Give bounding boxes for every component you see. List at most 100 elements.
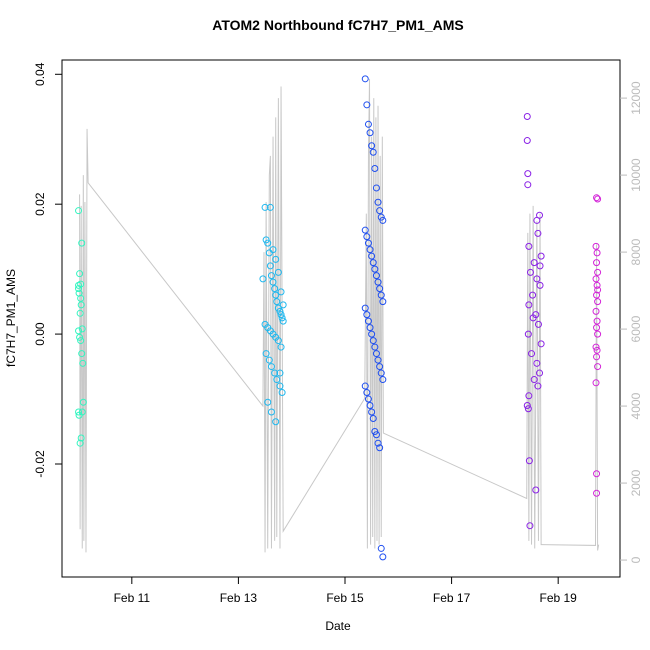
point — [79, 359, 87, 367]
point — [526, 522, 534, 530]
x-tick-label: Feb 11 — [114, 591, 151, 605]
point — [534, 320, 542, 328]
point — [524, 181, 532, 189]
point — [594, 298, 602, 306]
point — [533, 216, 541, 224]
point — [279, 317, 287, 325]
point — [374, 439, 382, 447]
point — [369, 337, 377, 345]
point — [271, 369, 279, 377]
point — [525, 457, 533, 465]
point — [379, 553, 387, 561]
point — [278, 389, 286, 397]
chart-title: ATOM2 Northbound fC7H7_PM1_AMS — [212, 17, 464, 33]
x-tick-label: Feb 15 — [326, 591, 364, 605]
point — [524, 405, 532, 413]
y2-tick-label: 6000 — [629, 315, 643, 342]
point — [525, 392, 533, 400]
point — [264, 239, 272, 247]
x-tick-label: Feb 19 — [539, 591, 577, 605]
point — [525, 301, 533, 309]
point — [523, 402, 531, 410]
y-tick-label: -0.02 — [33, 450, 47, 478]
point — [592, 343, 600, 351]
point — [377, 369, 385, 377]
point — [593, 317, 601, 325]
point — [593, 470, 601, 478]
point — [361, 226, 369, 234]
y-tick-label: 0.04 — [33, 62, 47, 86]
point — [78, 325, 86, 333]
point — [379, 216, 387, 224]
point — [379, 298, 387, 306]
point — [264, 398, 272, 406]
point — [363, 311, 371, 319]
point — [536, 281, 544, 289]
point — [593, 489, 601, 497]
point — [361, 304, 369, 312]
y2-tick-label: 10000 — [629, 158, 643, 192]
point — [364, 395, 372, 403]
point — [372, 431, 380, 439]
point — [272, 418, 280, 426]
point — [371, 265, 379, 273]
point — [368, 408, 376, 416]
point — [363, 233, 371, 241]
point — [273, 298, 281, 306]
point — [593, 291, 601, 299]
y2-tick-label: 12000 — [629, 81, 643, 115]
point — [594, 268, 602, 276]
y2-tick-label: 0 — [629, 556, 643, 563]
point — [536, 262, 544, 270]
point — [267, 272, 275, 280]
point — [592, 307, 600, 315]
point — [259, 275, 267, 283]
point — [267, 363, 275, 371]
point — [537, 252, 545, 260]
point — [368, 142, 376, 150]
point — [593, 249, 601, 257]
point — [76, 270, 84, 278]
x-tick-label: Feb 13 — [220, 591, 258, 605]
point — [366, 402, 374, 410]
point — [366, 129, 374, 137]
point — [526, 268, 534, 276]
point — [372, 350, 380, 358]
point — [533, 359, 541, 367]
point — [277, 343, 285, 351]
point — [363, 389, 371, 397]
point — [529, 314, 537, 322]
point — [371, 343, 379, 351]
point — [369, 415, 377, 423]
point — [266, 262, 274, 270]
point — [371, 164, 379, 172]
point — [536, 369, 544, 377]
point — [371, 428, 379, 436]
point — [592, 379, 600, 387]
point — [376, 444, 384, 452]
point — [593, 259, 601, 267]
point — [533, 275, 541, 283]
point — [530, 259, 538, 267]
point — [266, 203, 274, 211]
point — [363, 101, 371, 109]
point — [593, 346, 601, 354]
point — [377, 213, 385, 221]
y2-tick-label: 4000 — [629, 392, 643, 419]
point — [374, 356, 382, 364]
point — [377, 291, 385, 299]
point — [369, 259, 377, 267]
point — [361, 75, 369, 83]
point — [534, 382, 542, 390]
point — [534, 229, 542, 237]
point — [532, 486, 540, 494]
point — [278, 314, 286, 322]
point — [379, 376, 387, 384]
point — [594, 286, 602, 294]
point — [529, 291, 537, 299]
point — [272, 255, 280, 263]
point — [368, 252, 376, 260]
point — [276, 307, 284, 315]
